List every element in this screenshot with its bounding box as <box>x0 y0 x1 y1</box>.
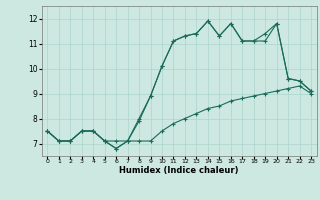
X-axis label: Humidex (Indice chaleur): Humidex (Indice chaleur) <box>119 166 239 175</box>
